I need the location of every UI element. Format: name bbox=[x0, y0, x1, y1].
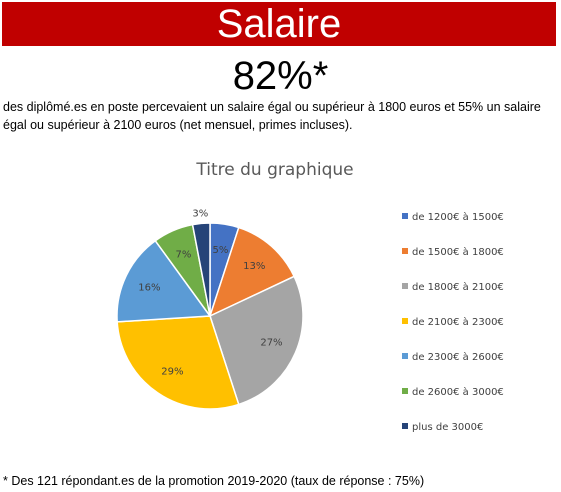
slice-label: 5% bbox=[213, 245, 229, 256]
legend-swatch bbox=[402, 283, 408, 289]
legend-label: de 1800€ à 2100€ bbox=[412, 282, 504, 293]
slice-label: 16% bbox=[138, 282, 160, 293]
legend-item: de 1500€ à 1800€ bbox=[402, 247, 504, 261]
page-title-banner: Salaire bbox=[2, 2, 556, 46]
legend-item: de 2600€ à 3000€ bbox=[402, 387, 504, 401]
slice-label: 7% bbox=[175, 250, 191, 261]
slice-label: 29% bbox=[161, 366, 183, 377]
legend-item: de 2100€ à 2300€ bbox=[402, 317, 504, 331]
slice-label: 3% bbox=[192, 208, 208, 219]
pie-slice bbox=[116, 239, 212, 323]
pie-slice bbox=[191, 222, 211, 317]
slice-label: 13% bbox=[243, 261, 265, 272]
legend-item: de 1800€ à 2100€ bbox=[402, 282, 504, 296]
legend-swatch bbox=[402, 388, 408, 394]
legend-item: de 2300€ à 2600€ bbox=[402, 352, 504, 366]
legend-label: de 2600€ à 3000€ bbox=[412, 387, 504, 398]
description-text: des diplômé.es en poste percevaient un s… bbox=[3, 100, 541, 132]
legend-swatch bbox=[402, 213, 408, 219]
legend-swatch bbox=[402, 353, 408, 359]
legend-item: plus de 3000€ bbox=[402, 422, 483, 436]
legend-label: de 1200€ à 1500€ bbox=[412, 212, 504, 223]
legend-label: de 2100€ à 2300€ bbox=[412, 317, 504, 328]
legend-label: de 2300€ à 2600€ bbox=[412, 352, 504, 363]
legend-label: plus de 3000€ bbox=[412, 422, 484, 433]
slice-label: 27% bbox=[260, 338, 282, 349]
page-title: Salaire bbox=[216, 2, 342, 46]
pie-slice bbox=[208, 226, 296, 318]
headline-percentage: 82%* bbox=[232, 54, 329, 98]
pie-slice bbox=[116, 315, 240, 410]
legend-item: de 1200€ à 1500€ bbox=[402, 212, 504, 226]
chart-title: Titre du graphique bbox=[196, 160, 354, 180]
legend-swatch bbox=[402, 248, 408, 254]
legend-swatch bbox=[402, 423, 408, 429]
footnote: * Des 121 répondant.es de la promotion 2… bbox=[3, 474, 425, 488]
legend-swatch bbox=[402, 318, 408, 324]
legend-label: de 1500€ à 1800€ bbox=[412, 247, 504, 258]
pie-slice bbox=[209, 275, 304, 406]
